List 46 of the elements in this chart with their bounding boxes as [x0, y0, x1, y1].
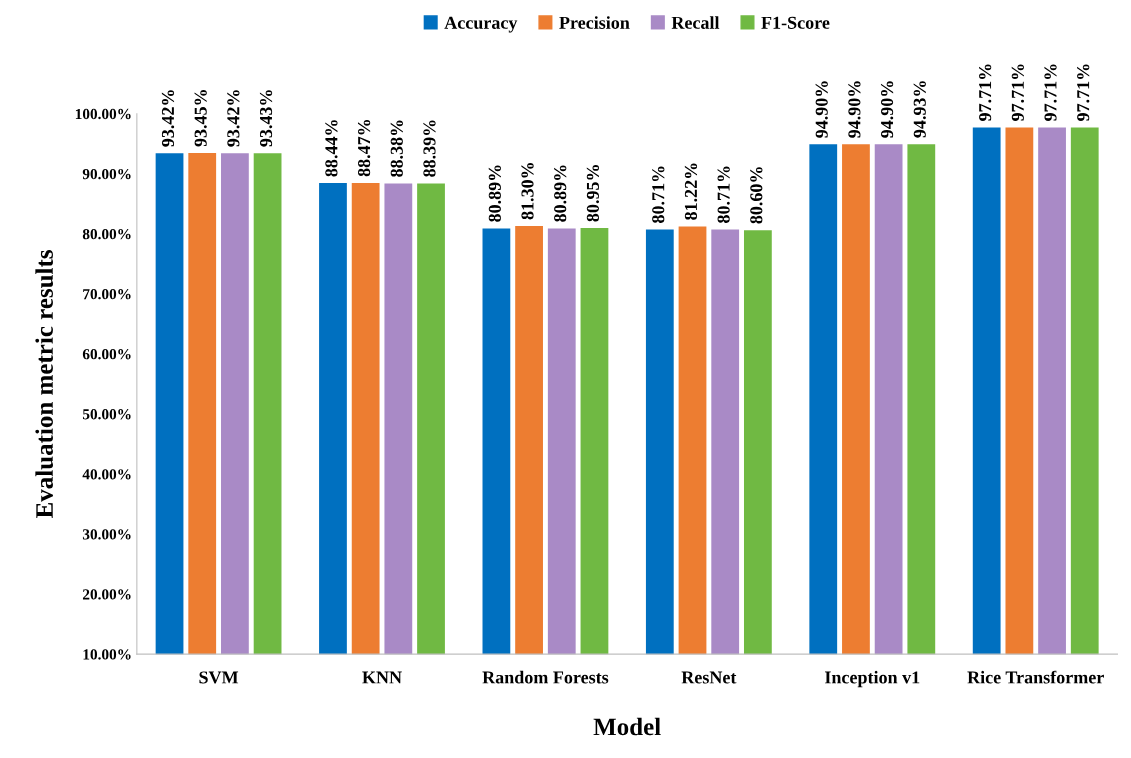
- y-tick-label: 70.00%: [83, 288, 131, 300]
- data-label: 81.22%: [684, 163, 698, 220]
- y-tick-label: 60.00%: [82, 349, 131, 360]
- y-tick-label: 20.00%: [82, 589, 131, 600]
- data-label: 80.89%: [488, 165, 501, 222]
- data-label: 93.42%: [227, 90, 240, 147]
- y-tick-label: 50.00%: [82, 409, 131, 420]
- data-label: 93.43%: [259, 90, 273, 147]
- y-tick-label: 40.00%: [82, 469, 131, 480]
- legend-label: Precision: [559, 16, 630, 29]
- data-label: 80.71%: [717, 166, 730, 223]
- x-tick-label: Rice Transformer: [967, 670, 1104, 684]
- data-label: 80.60%: [750, 167, 763, 224]
- data-label: 88.39%: [423, 120, 436, 177]
- data-label: 97.71%: [1077, 64, 1090, 121]
- legend-label: F1-Score: [761, 16, 830, 29]
- data-label: 94.90%: [848, 81, 861, 138]
- y-tick-label: 80.00%: [82, 228, 131, 240]
- data-label: 88.44%: [325, 120, 338, 177]
- y-axis-title: Evaluation metric results: [35, 250, 54, 518]
- y-tick-label: 90.00%: [82, 168, 131, 180]
- x-tick-label: Inception v1: [824, 670, 920, 688]
- x-tick-label: KNN: [362, 671, 402, 684]
- data-label: 80.89%: [554, 165, 567, 222]
- legend-label: Recall: [671, 16, 720, 29]
- y-tick-label: 30.00%: [82, 529, 131, 540]
- data-label: 81.30%: [521, 163, 534, 220]
- x-tick-label: ResNet: [681, 671, 737, 684]
- y-tick-label: 10.00%: [83, 649, 131, 660]
- data-label: 94.93%: [913, 81, 926, 138]
- data-label: 94.90%: [815, 81, 828, 138]
- data-label: 88.38%: [390, 120, 403, 177]
- x-axis-title: Model: [593, 717, 661, 736]
- data-label: 97.71%: [979, 64, 992, 121]
- data-label: 80.95%: [586, 165, 600, 222]
- legend-label: Accuracy: [444, 16, 518, 33]
- data-label: 97.71%: [1044, 64, 1057, 121]
- data-label: 80.71%: [652, 166, 665, 223]
- x-tick-label: SVM: [199, 671, 239, 684]
- data-label: 97.71%: [1011, 64, 1024, 121]
- data-label: 94.90%: [880, 81, 894, 138]
- data-label: 93.42%: [161, 90, 175, 147]
- data-label: 93.45%: [194, 90, 207, 147]
- data-label: 88.47%: [357, 119, 371, 177]
- x-tick-label: Random Forests: [482, 670, 609, 684]
- y-tick-label: 100.00%: [75, 108, 131, 120]
